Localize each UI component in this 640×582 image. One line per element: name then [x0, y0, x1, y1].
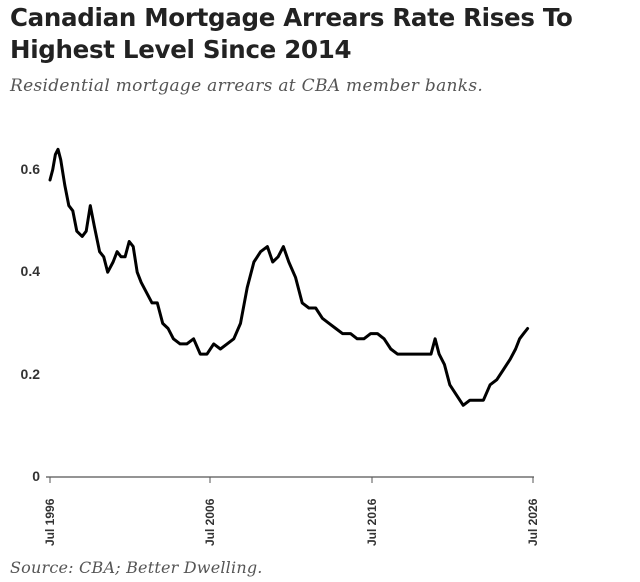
- series-line: [48, 147, 530, 407]
- x-tick-label: Jul 1996: [43, 498, 57, 546]
- x-tick-marks: [49, 477, 534, 483]
- chart-subtitle: Residential mortgage arrears at CBA memb…: [10, 76, 484, 96]
- x-tick-label: Jul 2006: [203, 498, 217, 546]
- y-tick-labels: 0 0.2 0.4 0.6: [21, 161, 41, 484]
- x-tick-labels: Jul 1996 Jul 2006 Jul 2016 Jul 2026: [43, 498, 540, 546]
- y-tick-label: 0.6: [21, 161, 41, 177]
- chart-title: Canadian Mortgage Arrears Rate Rises To …: [10, 3, 573, 64]
- y-tick-label: 0.4: [21, 263, 41, 279]
- y-tick-label: 0: [32, 468, 40, 484]
- source-note: Source: CBA; Better Dwelling.: [10, 558, 263, 577]
- x-tick-label: Jul 2026: [526, 498, 540, 546]
- x-tick-label: Jul 2016: [365, 498, 379, 546]
- y-tick-label: 0.2: [21, 366, 41, 382]
- series-layer: [48, 147, 530, 407]
